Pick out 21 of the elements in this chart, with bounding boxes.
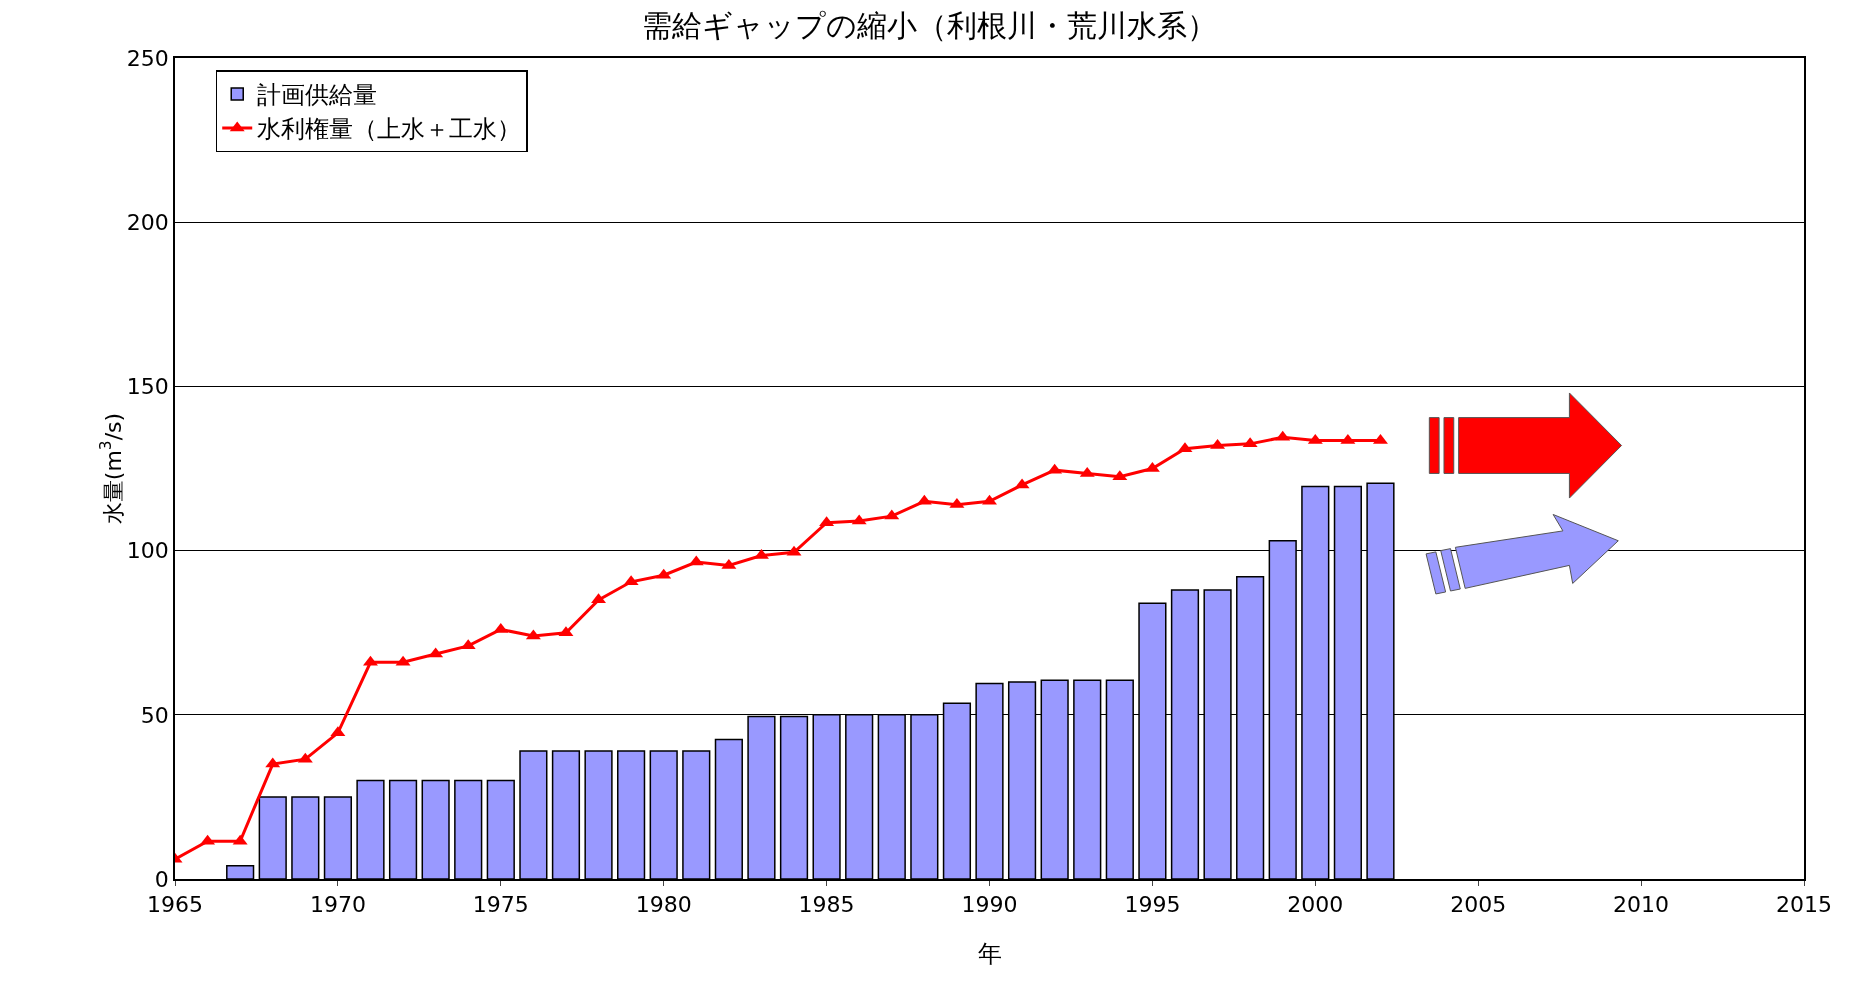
chart-title: 需給ギャップの縮小（利根川・荒川水系）: [641, 7, 1217, 43]
y-tick-label: 0: [154, 866, 169, 892]
x-tick-label: 1985: [798, 892, 855, 918]
y-tick-label: 100: [126, 538, 169, 564]
x-tick-label: 2005: [1450, 892, 1507, 918]
x-tick-label: 2000: [1287, 892, 1344, 918]
y-tick-label: 200: [126, 209, 169, 235]
legend-label: 水利権量（上水＋工水）: [257, 115, 522, 144]
y-tick-label: 150: [126, 374, 169, 400]
x-tick-label: 1990: [961, 892, 1018, 918]
x-tick-label: 1975: [472, 892, 529, 918]
x-tick-label: 2010: [1613, 892, 1670, 918]
x-tick-label: 1970: [309, 892, 366, 918]
x-tick-label: 1995: [1124, 892, 1181, 918]
legend-label: 計画供給量: [257, 81, 378, 110]
x-tick-label: 1980: [635, 892, 692, 918]
x-tick-label: 1965: [147, 892, 203, 918]
y-tick-label: 50: [140, 702, 169, 728]
x-tick-label: 2015: [1776, 892, 1832, 918]
x-axis-title: 年: [977, 939, 1002, 968]
y-tick-label: 250: [126, 45, 169, 71]
